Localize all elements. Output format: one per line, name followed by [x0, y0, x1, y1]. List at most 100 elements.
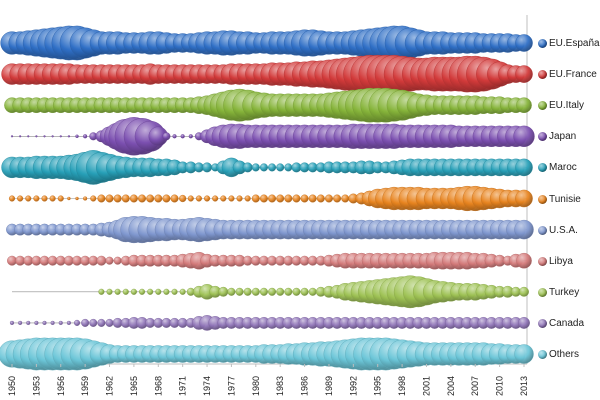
series-3 [10, 117, 535, 156]
bubble [268, 287, 277, 296]
bubble [268, 163, 277, 172]
bubble [25, 195, 32, 202]
legend-marker-icon [538, 287, 547, 297]
legend-marker-icon [538, 349, 547, 359]
bubble [138, 194, 147, 203]
x-tick-label: 1989 [324, 376, 334, 396]
bubble [57, 195, 64, 202]
bubble [51, 135, 54, 138]
bubble [18, 320, 23, 325]
bubble [113, 194, 122, 203]
series-4 [1, 150, 533, 185]
x-tick-label: 1965 [129, 376, 139, 396]
bubble [98, 288, 105, 295]
bubble [114, 288, 121, 295]
bubbles-layer [0, 25, 535, 371]
x-tick-label: 1983 [275, 376, 285, 396]
legend-label: EU.Italy [549, 100, 585, 112]
x-tick-label: 1950 [7, 376, 17, 396]
bubble [188, 134, 193, 139]
bubble [34, 320, 39, 325]
bubble [172, 134, 177, 139]
x-tick-label: 2010 [495, 376, 505, 396]
legend-label: Canada [549, 317, 585, 329]
x-tick-label: 2013 [519, 376, 529, 396]
bubble [105, 318, 114, 327]
bubble [17, 195, 24, 202]
x-tick-label: 1995 [373, 376, 383, 396]
bubble [26, 320, 31, 325]
bubble [308, 287, 317, 296]
series-0 [0, 25, 533, 61]
series-2 [4, 87, 532, 123]
series-9 [9, 315, 530, 331]
legend-label: Japan [549, 131, 577, 143]
bubble [180, 134, 185, 139]
bubble [83, 134, 88, 139]
x-tick-label: 2001 [421, 376, 431, 396]
bubble [259, 194, 268, 203]
x-tick-label: 1992 [348, 376, 358, 396]
bubble [220, 195, 227, 202]
legend-marker-icon [538, 225, 547, 235]
legend-marker-icon [538, 39, 547, 49]
bubble [58, 320, 63, 325]
legend-item: Others [538, 339, 600, 370]
bubble [121, 194, 130, 203]
bubble [316, 194, 325, 203]
bubble [97, 318, 106, 327]
legend-marker-icon [538, 256, 547, 266]
x-axis-ticks: 1950 1953 1956 1959 1962 1965 1968 1971 1974 1977… [7, 364, 529, 396]
bubble [251, 194, 260, 203]
legend-label: Maroc [549, 162, 577, 174]
bubble [81, 318, 90, 327]
x-tick-label: 1998 [397, 376, 407, 396]
x-tick-label: 1953 [31, 376, 41, 396]
bubble [516, 252, 532, 269]
legend-label: U.S.A. [549, 224, 578, 236]
series-7 [7, 251, 532, 270]
bubble [300, 194, 309, 203]
bubble [105, 256, 114, 265]
bubble [179, 194, 187, 203]
bubble [300, 287, 309, 296]
bubble [242, 162, 253, 173]
bubble [308, 194, 317, 203]
bubble [162, 132, 171, 141]
legend-marker-icon [538, 101, 547, 111]
bubble [49, 195, 56, 202]
x-tick-label: 1962 [105, 376, 115, 396]
bubble [67, 196, 71, 201]
bubble [251, 163, 260, 172]
x-tick-label: 1974 [202, 376, 212, 396]
legend-item: Libya [538, 246, 600, 277]
legend-item: Tunisie [538, 183, 600, 214]
bubble [515, 158, 533, 177]
bubble [203, 195, 211, 202]
bubble [292, 287, 301, 296]
bubble [324, 194, 333, 203]
series-6 [6, 216, 534, 244]
bubble [154, 194, 163, 203]
bubble [19, 135, 22, 138]
legend-item: U.S.A. [538, 215, 600, 246]
x-tick-label: 2007 [470, 376, 480, 396]
bubble [106, 288, 113, 295]
bubble [67, 135, 71, 138]
legend-marker-icon [538, 194, 547, 204]
bubble [195, 195, 202, 202]
legend-item: EU.Italy [538, 90, 600, 121]
bubble [284, 163, 293, 172]
legend-label: EU.France [549, 69, 597, 81]
bubble [515, 65, 533, 83]
legend-item: Turkey [538, 277, 600, 308]
bubble [155, 288, 162, 295]
bubble [27, 135, 30, 138]
bubble [73, 319, 81, 326]
bubble [96, 255, 107, 266]
bubble [50, 320, 55, 325]
bubble [105, 194, 114, 203]
legend-label: EU.España [549, 38, 600, 50]
bubble [43, 135, 46, 138]
